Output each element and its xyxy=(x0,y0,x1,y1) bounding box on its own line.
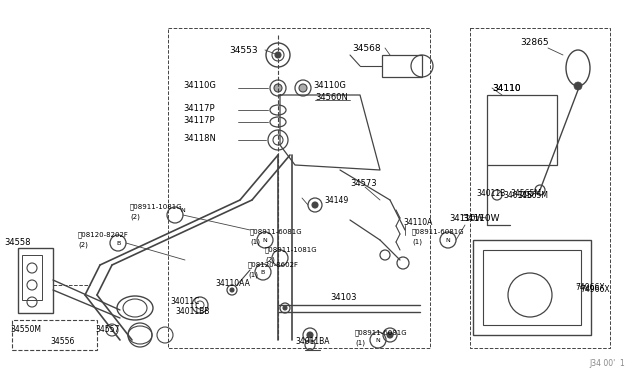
Circle shape xyxy=(283,306,287,310)
Text: 34110W: 34110W xyxy=(449,214,484,222)
Bar xyxy=(483,250,581,325)
Text: (2): (2) xyxy=(78,242,88,248)
Text: (2): (2) xyxy=(265,257,275,263)
Text: N: N xyxy=(376,337,380,343)
Text: B: B xyxy=(116,241,120,246)
Bar xyxy=(18,248,53,313)
Text: 34110: 34110 xyxy=(492,83,520,93)
Text: ⓝ08911-1081G: ⓝ08911-1081G xyxy=(130,204,182,210)
Text: 34550M: 34550M xyxy=(10,326,41,334)
Text: 34568: 34568 xyxy=(352,44,381,52)
Circle shape xyxy=(230,288,234,292)
Text: 34110: 34110 xyxy=(492,83,520,93)
Bar xyxy=(12,320,97,350)
Text: (2): (2) xyxy=(130,214,140,220)
Text: 34565M: 34565M xyxy=(517,190,548,199)
Text: Ⓑ08120-8202F: Ⓑ08120-8202F xyxy=(78,232,129,238)
Bar xyxy=(473,240,591,335)
Text: N: N xyxy=(445,237,451,243)
Text: 34558: 34558 xyxy=(4,237,31,247)
Text: ⓝ08911-1081G: ⓝ08911-1081G xyxy=(265,247,317,253)
Text: 34117P: 34117P xyxy=(183,103,214,112)
Text: 34011B: 34011B xyxy=(503,190,532,199)
Text: 32865: 32865 xyxy=(520,38,548,46)
Text: 34557: 34557 xyxy=(95,326,120,334)
Text: 34110G: 34110G xyxy=(313,80,346,90)
Text: 34110AA: 34110AA xyxy=(215,279,250,288)
Text: Ⓑ08120-8602F: Ⓑ08120-8602F xyxy=(248,262,299,268)
Text: 34560N: 34560N xyxy=(315,93,348,102)
Text: 34011C: 34011C xyxy=(170,298,200,307)
Text: B: B xyxy=(261,269,265,275)
Text: ⓝ08911-6081G: ⓝ08911-6081G xyxy=(355,330,408,336)
Text: 34573: 34573 xyxy=(350,179,376,187)
Text: 34110W: 34110W xyxy=(462,214,499,222)
Text: 74966X: 74966X xyxy=(580,285,610,295)
Circle shape xyxy=(299,84,307,92)
Text: N: N xyxy=(180,208,186,212)
Text: ⓝ08911-6081G: ⓝ08911-6081G xyxy=(412,229,465,235)
Text: 34556: 34556 xyxy=(50,337,74,346)
Text: 34118N: 34118N xyxy=(183,134,216,142)
Text: 34553: 34553 xyxy=(229,45,258,55)
Text: 34565M: 34565M xyxy=(510,189,541,198)
Circle shape xyxy=(574,82,582,90)
Circle shape xyxy=(274,84,282,92)
Text: N: N xyxy=(262,237,268,243)
Bar xyxy=(487,95,557,165)
Circle shape xyxy=(387,332,393,338)
Text: (1): (1) xyxy=(250,239,260,245)
Bar xyxy=(22,255,42,300)
Text: ⓝ08911-6081G: ⓝ08911-6081G xyxy=(250,229,303,235)
Circle shape xyxy=(307,332,313,338)
Text: (1): (1) xyxy=(248,272,258,278)
Text: (1): (1) xyxy=(355,340,365,346)
Text: 34149: 34149 xyxy=(324,196,348,205)
Circle shape xyxy=(275,52,281,58)
Text: 34011B: 34011B xyxy=(476,189,505,198)
Text: 34011BB: 34011BB xyxy=(175,308,209,317)
Text: 34117P: 34117P xyxy=(183,115,214,125)
Text: (1): (1) xyxy=(412,239,422,245)
Text: 34103: 34103 xyxy=(330,294,356,302)
Text: 34011BA: 34011BA xyxy=(295,337,330,346)
Text: 34110A: 34110A xyxy=(403,218,433,227)
Text: 74966X: 74966X xyxy=(575,282,605,292)
Text: 34110G: 34110G xyxy=(183,80,216,90)
Text: J34 00'  1: J34 00' 1 xyxy=(589,359,625,368)
Bar xyxy=(382,55,422,77)
Circle shape xyxy=(312,202,318,208)
